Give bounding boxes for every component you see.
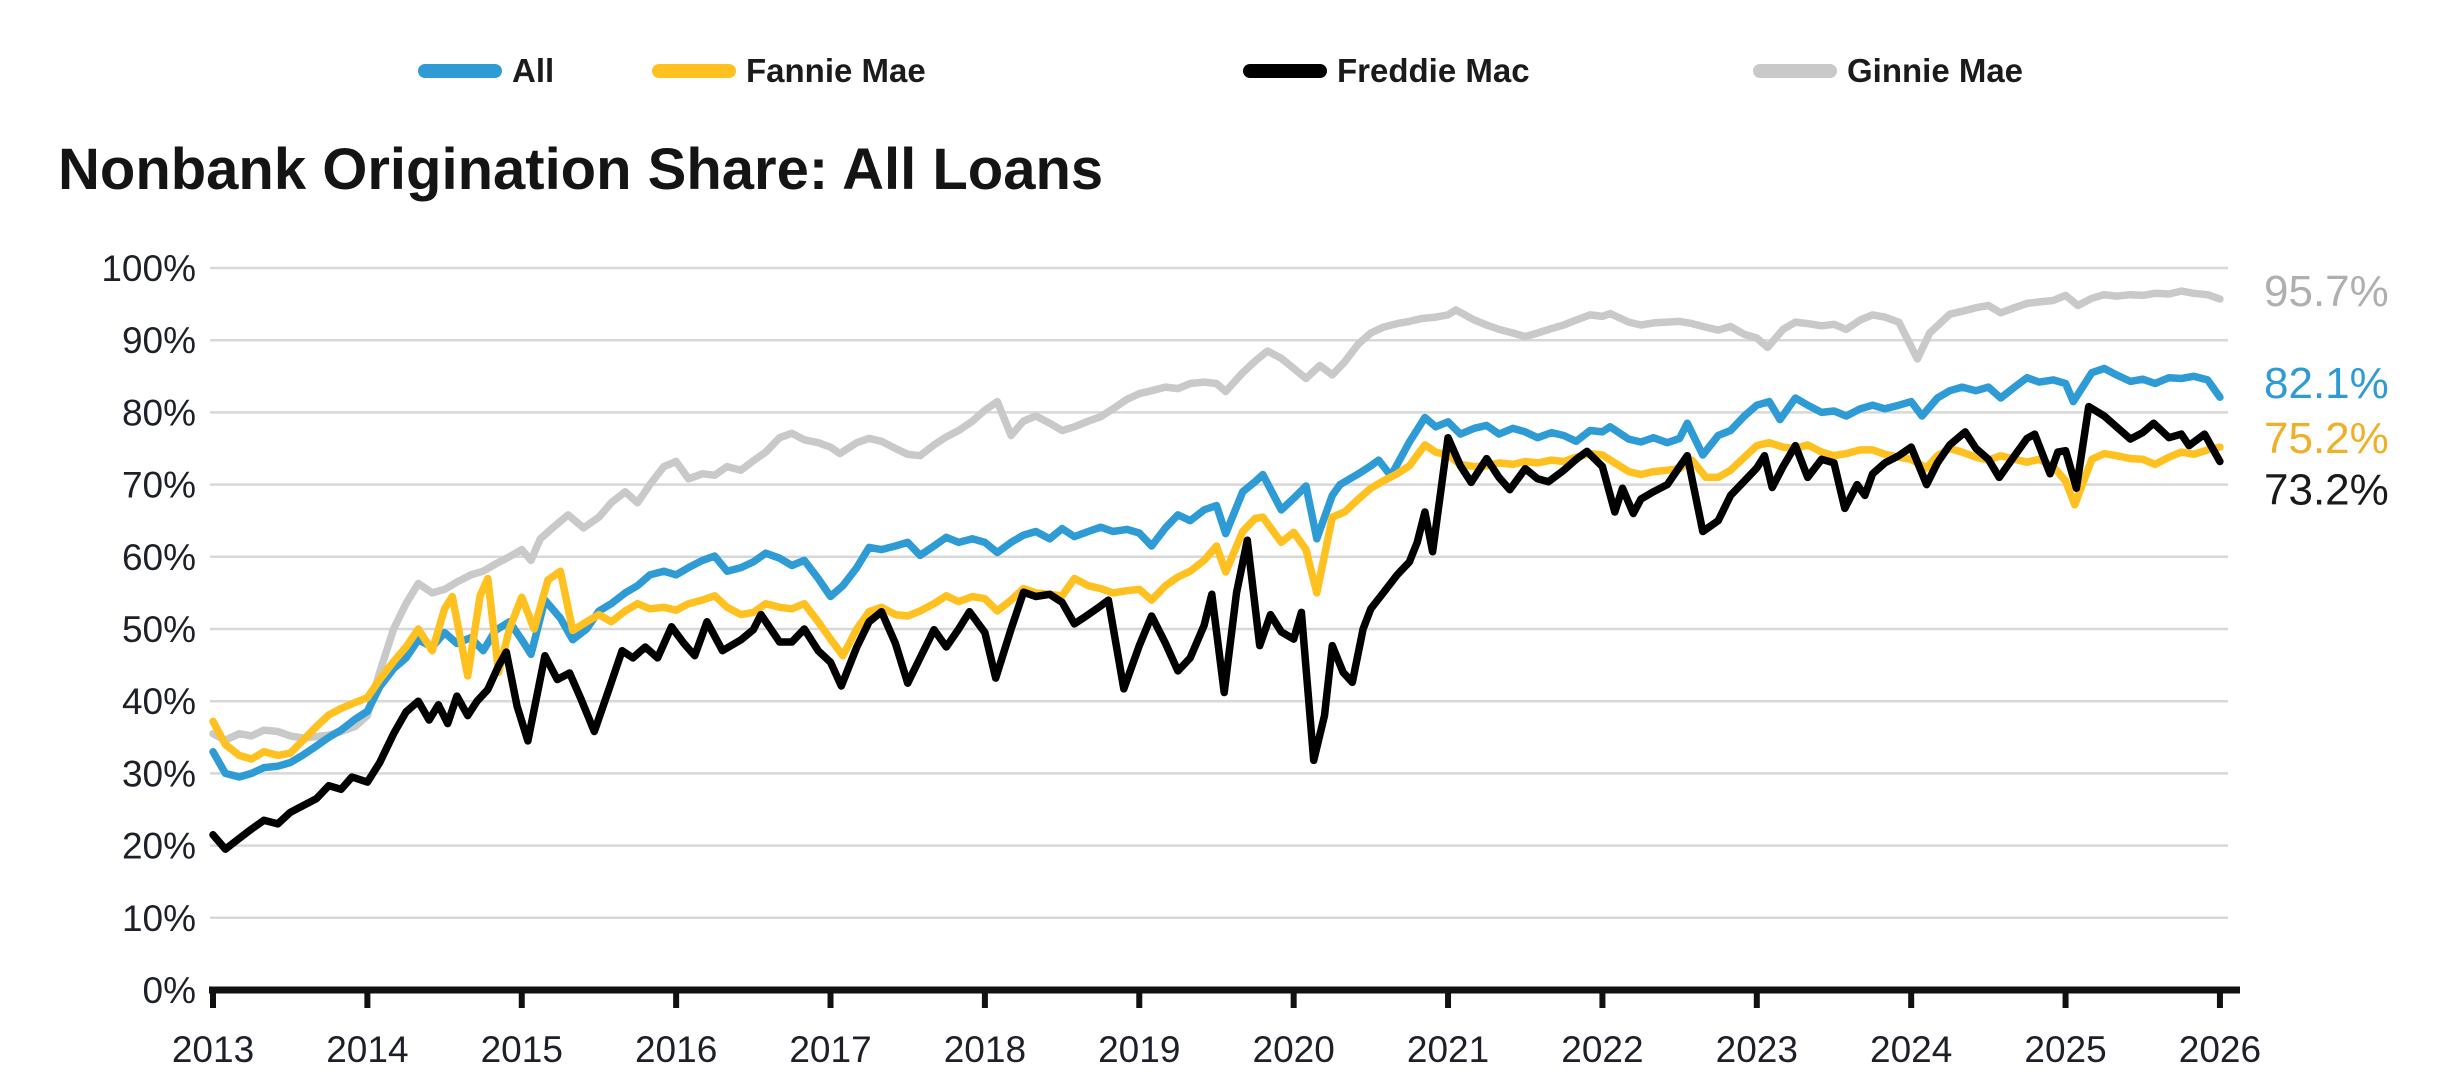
end-label-all: 82.1% [2264, 359, 2389, 408]
legend-label-all: All [512, 52, 555, 89]
legend-item-all: All [418, 52, 554, 90]
series-line-fannie-mae [209, 438, 2224, 763]
x-tick-label: 2014 [326, 1029, 408, 1070]
x-tick-label: 2018 [944, 1029, 1026, 1070]
x-tick-label: 2024 [1870, 1029, 1952, 1070]
legend-item-ginnie-mae: Ginnie Mae [1753, 52, 2023, 90]
y-tick-label: 30% [122, 753, 196, 794]
legend-label-ginnie-mae: Ginnie Mae [1847, 52, 2024, 89]
legend-swatch-fannie-mae [652, 64, 736, 78]
legend-label-fannie-mae: Fannie Mae [746, 52, 926, 89]
y-tick-label: 80% [122, 392, 196, 433]
x-tick-label: 2019 [1098, 1029, 1180, 1070]
legend-swatch-freddie-mac [1243, 64, 1327, 78]
y-tick-label: 40% [122, 681, 196, 722]
x-tick-label: 2026 [2179, 1029, 2261, 1070]
series-line-all [209, 364, 2224, 781]
y-tick-label: 100% [101, 248, 196, 289]
legend-item-freddie-mac: Freddie Mac [1243, 52, 1530, 90]
y-tick-label: 70% [122, 465, 196, 506]
legend-swatch-all [418, 64, 502, 78]
end-label-freddie-mac: 73.2% [2264, 465, 2389, 514]
legend-label-freddie-mac: Freddie Mac [1337, 52, 1530, 89]
x-tick-label: 2016 [635, 1029, 717, 1070]
end-label-fannie-mae: 75.2% [2264, 414, 2389, 463]
series-line-ginnie-mae [209, 287, 2224, 744]
y-tick-label: 60% [122, 537, 196, 578]
chart-title: Nonbank Origination Share: All Loans [58, 137, 1104, 202]
y-tick-label: 20% [122, 826, 196, 867]
legend-swatch-ginnie-mae [1753, 64, 1837, 78]
end-label-ginnie-mae: 95.7% [2264, 267, 2389, 316]
x-tick-label: 2025 [2024, 1029, 2106, 1070]
x-tick-label: 2020 [1253, 1029, 1335, 1070]
x-tick-label: 2017 [789, 1029, 871, 1070]
legend: All Fannie Mae Freddie Mac Ginnie Mae [0, 0, 2448, 110]
y-tick-label: 10% [122, 898, 196, 939]
x-tick-label: 2021 [1407, 1029, 1489, 1070]
x-tick-label: 2013 [172, 1029, 254, 1070]
legend-item-fannie-mae: Fannie Mae [652, 52, 926, 90]
y-tick-label: 90% [122, 320, 196, 361]
x-tick-label: 2015 [481, 1029, 563, 1070]
y-tick-label: 0% [143, 970, 196, 1011]
x-tick-label: 2022 [1561, 1029, 1643, 1070]
series-line-freddie-mac [209, 402, 2224, 853]
x-tick-label: 2023 [1716, 1029, 1798, 1070]
y-tick-label: 50% [122, 609, 196, 650]
